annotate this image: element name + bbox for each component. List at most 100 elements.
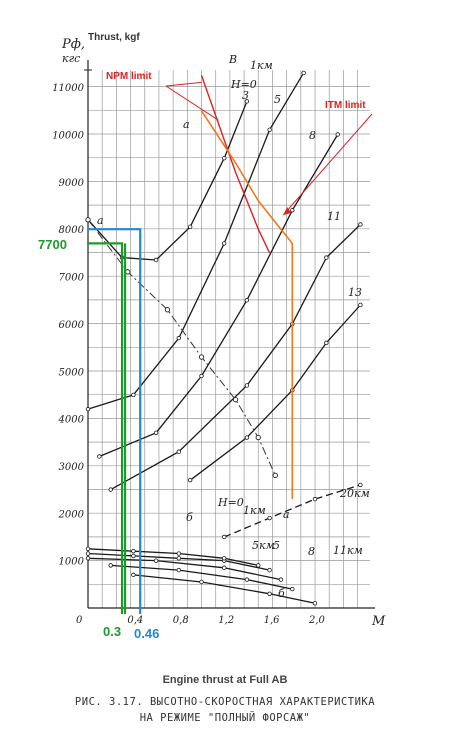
data-point xyxy=(301,70,306,76)
data-point xyxy=(153,257,159,263)
envelope-point xyxy=(85,217,91,223)
data-point xyxy=(199,373,204,379)
data-point xyxy=(187,477,193,483)
data-point xyxy=(358,222,363,227)
series-line xyxy=(99,134,339,458)
data-point xyxy=(176,551,181,556)
data-point xyxy=(267,127,272,132)
npm-limit-line xyxy=(200,75,271,254)
limits-group xyxy=(165,75,373,500)
curve-label-top-3: 3 xyxy=(242,89,249,102)
data-point xyxy=(176,335,181,341)
y-axis-title-en: Thrust, kgf xyxy=(88,32,140,43)
x-tick-label: 0,4 xyxy=(127,615,143,626)
curve-label-lower-b2: б xyxy=(278,587,285,600)
x-tick-label: 0,8 xyxy=(173,615,189,626)
envelope-point xyxy=(232,397,239,403)
curve-label-lower-a: а xyxy=(283,508,290,521)
figure-caption-line-2: НА РЕЖИМЕ "ПОЛНЫЙ ФОРСАЖ" xyxy=(139,712,311,724)
data-point xyxy=(85,546,91,552)
data-point xyxy=(290,586,295,592)
data-point xyxy=(244,577,250,582)
data-point xyxy=(97,454,102,459)
curve-label-top-5: 5 xyxy=(274,93,281,106)
envelope-point xyxy=(255,434,261,441)
itm-limit-label: ITM limit xyxy=(325,100,366,111)
npm-limit-label: NPM limit xyxy=(106,71,152,82)
envelope-point xyxy=(164,307,171,313)
figure-caption-line-1: РИС. 3.17. ВЫСОТНО-СКОРОСТНАЯ ХАРАКТЕРИС… xyxy=(74,696,376,708)
y-tick-label: 1000 xyxy=(59,557,85,568)
npm-pointer-1 xyxy=(165,81,202,87)
y-tick-label: 4000 xyxy=(58,415,85,426)
data-point xyxy=(153,558,159,563)
y-tick-label: 3000 xyxy=(59,462,85,473)
npm-pointer-2 xyxy=(165,85,219,121)
itm-limit-line xyxy=(200,110,294,500)
data-point xyxy=(358,302,363,308)
curve-label-lower-1km: 1км xyxy=(243,504,266,517)
data-point xyxy=(244,435,250,440)
x-tick-label: 2,0 xyxy=(308,615,326,626)
x-tick-label: 1,2 xyxy=(218,615,234,626)
curve-label-left-a: а xyxy=(97,214,104,227)
data-point xyxy=(221,534,227,540)
curve-label-lower-5km: 5км xyxy=(252,539,275,552)
series-line xyxy=(87,72,305,410)
y-tick-label: 11000 xyxy=(52,83,84,94)
data-point xyxy=(131,553,136,559)
series-line xyxy=(87,557,282,581)
curve-label-top-b: В xyxy=(228,53,237,66)
series-line xyxy=(133,574,316,604)
x-axis-title: M xyxy=(371,614,386,629)
chart-svg: 0 0,4 0,8 1,2 1,6 2,0 1000 2000 3000 4000 5000 6000… xyxy=(38,32,386,641)
data-point xyxy=(221,241,227,246)
data-point xyxy=(290,208,295,213)
y-tick-label: 2000 xyxy=(58,509,85,520)
highlight-group xyxy=(88,228,142,614)
data-point xyxy=(221,565,227,570)
green-mach-label: 0.3 xyxy=(103,624,121,639)
envelope-point xyxy=(272,472,278,479)
data-point xyxy=(312,601,318,606)
data-point xyxy=(221,556,227,561)
curve-label-lower-h0: H=0 xyxy=(217,496,244,509)
data-point xyxy=(176,556,181,561)
data-point xyxy=(153,430,159,436)
itm-pointer-arrow xyxy=(283,206,292,215)
data-point xyxy=(244,298,250,303)
y-tick-label: 5000 xyxy=(59,367,85,378)
y-tick-label: 10000 xyxy=(52,131,84,142)
curve-label-top-13: 13 xyxy=(348,286,362,299)
data-point xyxy=(85,551,91,556)
series-line xyxy=(87,101,248,261)
y-tick-label: 6000 xyxy=(59,320,85,331)
curve-label-20km: 20км xyxy=(339,487,370,500)
curve-label-top-a: а xyxy=(183,118,190,131)
curve-label-lower-8: 8 xyxy=(308,545,315,558)
data-point xyxy=(131,572,136,578)
curve-label-lower-11km: 11км xyxy=(333,544,363,557)
data-point xyxy=(358,482,363,488)
series-group xyxy=(85,70,363,606)
data-point xyxy=(85,556,91,561)
envelope-point xyxy=(125,269,131,275)
data-point xyxy=(131,392,136,398)
series-line xyxy=(223,484,361,538)
y-axis-unit: кгс xyxy=(62,52,80,65)
envelope-point xyxy=(198,354,205,360)
curve-label-top-8: 8 xyxy=(309,129,316,142)
curve-label-top-1km: 1км xyxy=(250,59,273,72)
data-point xyxy=(221,155,227,161)
itm-pointer xyxy=(282,113,373,216)
data-point xyxy=(335,132,340,137)
data-point xyxy=(267,515,272,521)
x-tick-label: 0 xyxy=(76,615,83,626)
data-point xyxy=(278,577,284,582)
data-point xyxy=(108,563,113,568)
data-point xyxy=(199,579,204,585)
data-point xyxy=(312,496,318,502)
data-point xyxy=(324,340,329,346)
green-guide xyxy=(88,242,124,614)
data-point xyxy=(176,449,181,454)
